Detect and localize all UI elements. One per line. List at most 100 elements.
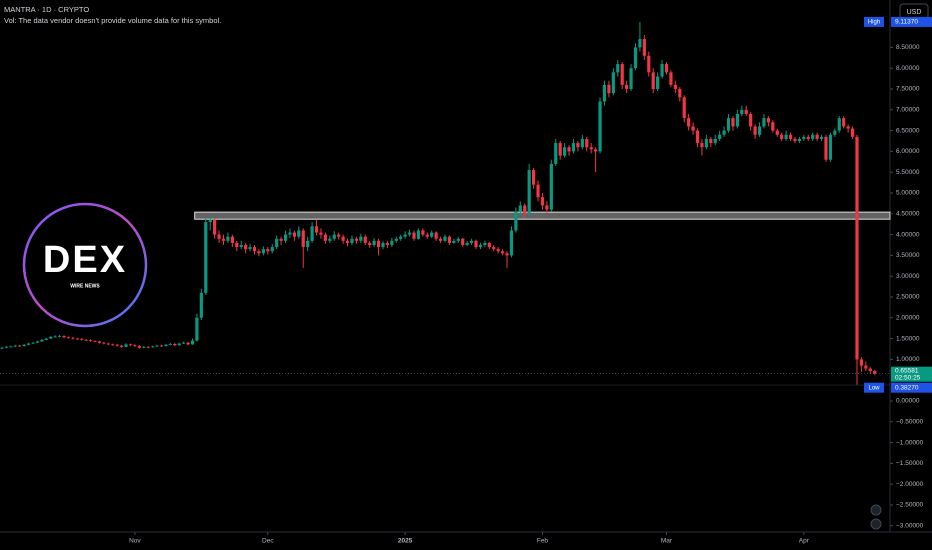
- y-tick-label: 4.50000: [896, 211, 920, 218]
- y-tick-label: 4.00000: [896, 231, 920, 238]
- candle-body: [700, 143, 704, 148]
- candle-body: [102, 342, 106, 344]
- candle-body: [509, 230, 514, 256]
- candle-body: [53, 336, 57, 338]
- y-tick-label: 0.00000: [896, 398, 920, 405]
- x-tick-label: Mar: [661, 538, 673, 545]
- candle-body: [306, 240, 310, 248]
- candle-body: [469, 240, 474, 243]
- candle-body: [549, 163, 553, 210]
- candle-body: [252, 247, 257, 252]
- candle-body: [244, 244, 248, 250]
- candle-body: [452, 240, 456, 243]
- logo-title: DEX: [43, 239, 127, 281]
- candle-body: [633, 47, 638, 69]
- candle-body: [75, 338, 79, 340]
- y-tick-label: 7.50000: [896, 86, 920, 93]
- candle-body: [275, 238, 279, 248]
- candle-body: [563, 147, 567, 156]
- candle-body: [824, 136, 828, 160]
- icon-flash[interactable]: [870, 504, 882, 516]
- candle-body: [190, 340, 195, 345]
- candle-body: [718, 134, 722, 139]
- low-price-box: [891, 382, 932, 393]
- candle-body: [266, 249, 270, 252]
- candle-body: [726, 118, 731, 131]
- x-tick-label: 2025: [398, 538, 413, 545]
- candle-body: [447, 236, 452, 243]
- candle-body: [744, 109, 748, 114]
- candle-body: [137, 346, 141, 348]
- candle-body: [500, 251, 505, 254]
- candle-body: [239, 244, 243, 248]
- candle-body: [9, 346, 13, 348]
- candle-body: [527, 170, 531, 214]
- candle-body: [740, 109, 744, 114]
- y-tick-label: 3.00000: [896, 273, 920, 280]
- y-tick-label: −1.00000: [896, 439, 924, 446]
- icon-flag[interactable]: [870, 518, 882, 530]
- y-tick-label: −2.00000: [896, 481, 924, 488]
- candle-body: [540, 197, 545, 206]
- candle-body: [146, 346, 150, 348]
- candle-body: [381, 242, 385, 248]
- plot-area: [0, 21, 891, 386]
- candle-body: [93, 341, 97, 342]
- candle-body: [35, 341, 40, 343]
- candle-body: [412, 232, 416, 239]
- candle-body: [868, 368, 872, 372]
- candle-body: [416, 230, 421, 239]
- candle-body: [385, 242, 390, 245]
- candle-body: [616, 64, 620, 73]
- candle-body: [656, 76, 660, 90]
- y-tick-label: 2.00000: [896, 315, 920, 322]
- candle-body: [120, 345, 124, 347]
- candle-body: [257, 251, 261, 254]
- candle-body: [394, 238, 398, 241]
- candle-body: [22, 344, 26, 347]
- candle-body: [474, 240, 478, 248]
- candle-body: [536, 184, 540, 198]
- candle-body: [811, 134, 815, 139]
- candle-body: [749, 113, 753, 127]
- candle-body: [757, 126, 762, 135]
- candle-body: [350, 238, 354, 243]
- candle-body: [461, 238, 465, 245]
- candle-body: [84, 339, 88, 341]
- y-tick-label: 7.00000: [896, 107, 920, 114]
- candle-body: [828, 134, 833, 160]
- candle-body: [0, 347, 4, 349]
- y-tick-label: 2.50000: [896, 294, 920, 301]
- candle-body: [580, 138, 584, 148]
- symbol-title: MANTRA · 1D · CRYPTO: [4, 5, 89, 14]
- y-tick-label: 6.50000: [896, 127, 920, 134]
- currency-label[interactable]: USD: [907, 9, 922, 16]
- candle-body: [199, 292, 203, 318]
- candle-body: [421, 230, 425, 235]
- candle-body: [629, 68, 633, 90]
- candle-body: [713, 138, 717, 144]
- candle-body: [177, 343, 181, 346]
- candle-body: [128, 344, 133, 346]
- candle-body: [850, 128, 855, 137]
- candle-body: [793, 138, 797, 142]
- candle-body: [248, 247, 252, 250]
- volume-note: Vol: The data vendor doesn't provide vol…: [4, 16, 221, 25]
- y-tick-label: 6.00000: [896, 148, 920, 155]
- candle-body: [142, 346, 146, 348]
- candle-body: [598, 101, 602, 152]
- candle-body: [13, 345, 17, 347]
- candle-body: [4, 346, 9, 348]
- candle-body: [731, 118, 735, 127]
- candle-body: [709, 138, 713, 144]
- x-tick-label: Dec: [262, 538, 274, 545]
- high-name-box: [864, 16, 884, 27]
- candle-body: [297, 230, 301, 237]
- candle-body: [571, 143, 576, 152]
- y-tick-label: −3.00000: [896, 522, 924, 529]
- candle-body: [806, 136, 810, 139]
- candle-body: [230, 236, 234, 243]
- candle-body: [283, 234, 288, 241]
